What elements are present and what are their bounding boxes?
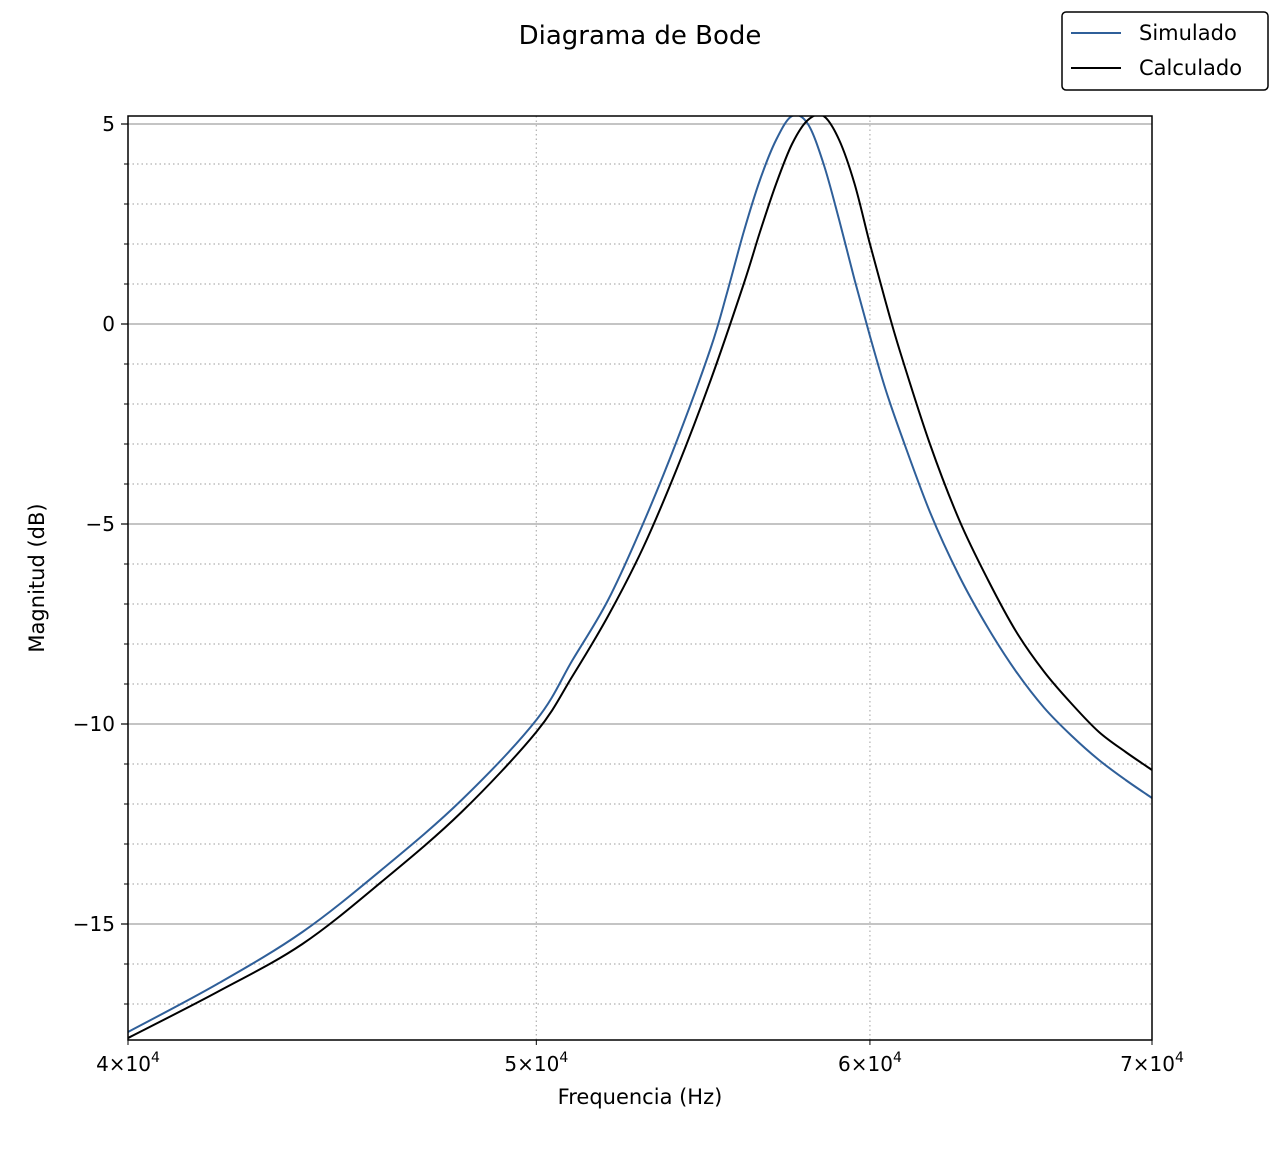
- chart-title: Diagrama de Bode: [519, 21, 762, 51]
- x-tick-label: 7×104: [1120, 1050, 1184, 1076]
- y-tick-label: −5: [86, 512, 115, 536]
- x-tick-label: 5×104: [504, 1050, 568, 1076]
- x-tick-label: 6×104: [838, 1050, 902, 1076]
- y-tick-label: 0: [102, 312, 115, 336]
- series-layer: [128, 116, 1152, 1039]
- y-tick-label: −15: [73, 912, 115, 936]
- legend-label-simulado: Simulado: [1139, 21, 1237, 45]
- y-axis-label: Magnitud (dB): [25, 503, 49, 652]
- x-axis-label: Frequencia (Hz): [558, 1085, 723, 1109]
- y-axis-ticks: 5 0 −5 −10 −15: [73, 112, 128, 1005]
- plot-frame: [127, 115, 1153, 1041]
- major-grid: [128, 123, 1152, 925]
- legend-label-calculado: Calculado: [1139, 56, 1242, 80]
- minor-grid: [128, 116, 1152, 1040]
- series-line-simulado: [128, 116, 1152, 1033]
- legend-box: [1061, 11, 1269, 91]
- series-line-calculado: [128, 116, 1152, 1039]
- legend: Simulado Calculado: [1061, 11, 1269, 91]
- x-tick-label: 4×104: [96, 1050, 160, 1076]
- y-tick-label: −10: [73, 712, 115, 736]
- x-axis-ticks: 4×104 5×104 6×104 7×104: [96, 1040, 1184, 1076]
- y-tick-label: 5: [102, 112, 115, 136]
